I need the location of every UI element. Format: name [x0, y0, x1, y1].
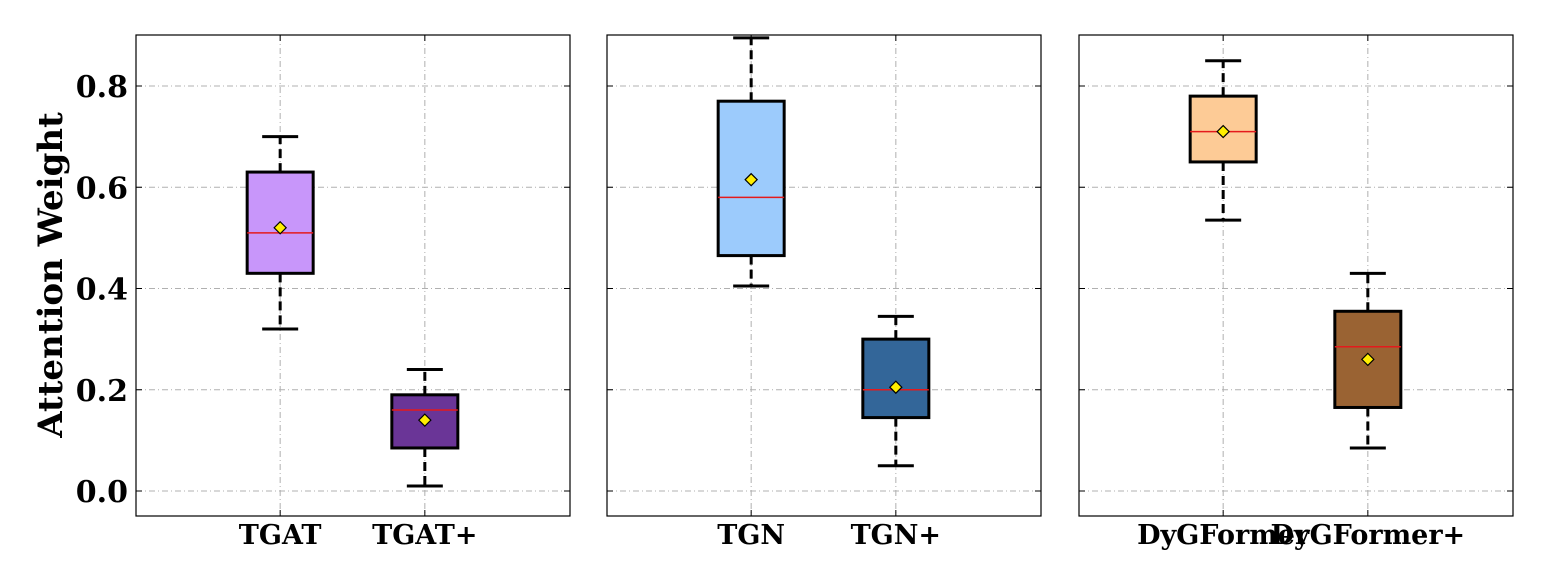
y-axis-label: Attention Weight [31, 112, 71, 439]
mean-marker [1360, 352, 1375, 367]
y-tick-label: 0.0 [76, 475, 128, 510]
panel-frame [1078, 34, 1514, 517]
y-tick-label: 0.8 [76, 70, 128, 105]
x-tick-label: TGN [717, 520, 785, 551]
mean-marker [417, 413, 432, 427]
y-tick-label: 0.4 [76, 273, 128, 308]
x-tick-label: TGN+ [851, 520, 941, 551]
y-tick-label: 0.6 [76, 171, 128, 206]
box-TGAT+ [390, 368, 460, 488]
box-DyGFormer+ [1333, 271, 1403, 450]
box-TGN+ [861, 314, 931, 468]
x-tick-label: TGAT+ [372, 520, 477, 551]
x-tick-label: DyGFormer+ [1270, 520, 1465, 551]
panel-2: TGN TGN+ [606, 34, 1042, 551]
panel-frame [135, 34, 571, 517]
x-tick-label: DyGFormer [1137, 520, 1310, 551]
mean-marker [1216, 124, 1231, 139]
mean-marker [888, 380, 903, 395]
iqr-box [861, 337, 931, 420]
mean-marker [273, 220, 288, 235]
box-TGAT [245, 135, 315, 331]
panel-1: 0.0 0.2 0.4 0.6 0.8 TGAT TGAT+ [76, 34, 571, 551]
panels: 0.0 0.2 0.4 0.6 0.8 TGAT TGAT+ TGN TGN+ DyGFormer… [76, 34, 1514, 551]
mean-marker [744, 172, 759, 187]
box-TGN [716, 36, 786, 288]
x-tick-label: TGAT [239, 520, 322, 551]
box-DyGFormer [1188, 59, 1258, 222]
panel-frame [606, 34, 1042, 517]
y-tick-label: 0.2 [76, 374, 128, 409]
